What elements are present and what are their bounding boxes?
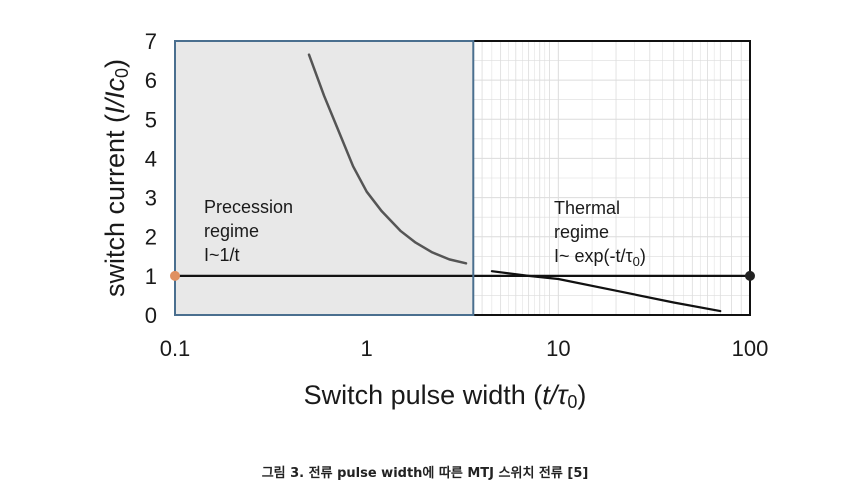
thermal-label-line1: Thermal	[554, 198, 620, 218]
x-tick-label: 0.1	[160, 336, 191, 361]
figure-caption: 그림 3. 전류 pulse width에 따른 MTJ 스위치 전류 [5]	[261, 466, 589, 481]
y-tick-label: 7	[145, 29, 157, 54]
x-tick-label: 1	[361, 336, 373, 361]
y-tick-label: 3	[145, 186, 157, 211]
y-tick-label: 0	[145, 303, 157, 328]
precession-regime-region	[175, 41, 474, 315]
precession-regime-border	[174, 40, 475, 316]
y-tick-label: 2	[145, 225, 157, 250]
series-group	[173, 53, 752, 313]
x-axis-title: Switch pulse width (t/τ0)	[304, 380, 587, 412]
y-tick-label: 1	[145, 264, 157, 289]
precession-label-line3: I~1/t	[204, 245, 240, 265]
y-tick-label: 4	[145, 146, 157, 171]
precession-label-line2: regime	[204, 221, 259, 241]
marker-group	[170, 270, 755, 281]
tick-labels: 0 1 2 3 4 5 6 7 0.1 1 10 100	[145, 29, 769, 361]
marker-point-0	[170, 270, 180, 281]
precession-label-line1: Precession	[204, 197, 293, 217]
y-axis-title: switch current (I/Ic0)	[100, 59, 132, 297]
marker-point-1	[745, 270, 755, 281]
series-line-precession	[307, 53, 468, 265]
thermal-label-line3: I~ exp(-t/τ0)	[554, 246, 646, 269]
y-tick-label: 6	[145, 68, 157, 93]
x-tick-label: 100	[732, 336, 769, 361]
x-tick-label: 10	[546, 336, 570, 361]
series-line-thermal	[490, 270, 722, 313]
thermal-label-line2: regime	[554, 222, 609, 242]
y-tick-label: 5	[145, 107, 157, 132]
